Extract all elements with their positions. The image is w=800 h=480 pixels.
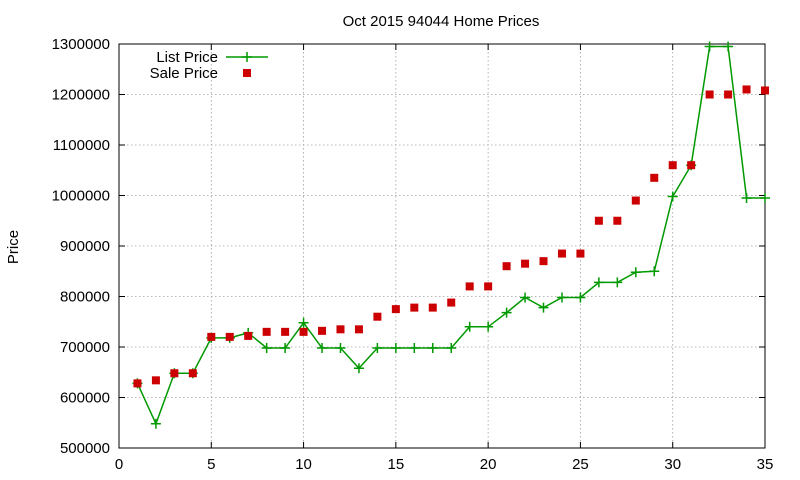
- list-price-point: [446, 343, 457, 354]
- x-tick-label: 5: [207, 456, 215, 473]
- sale-price-point: [761, 86, 769, 95]
- sale-price-point: [668, 161, 677, 170]
- sale-price-point: [151, 376, 160, 385]
- x-axis: 0 5 10 15 20 25 30 35: [115, 44, 774, 473]
- list-price-point: [464, 321, 475, 332]
- sale-price-point: [410, 303, 419, 312]
- y-tick-label: 1100000: [53, 137, 110, 154]
- list-price-series: [132, 41, 770, 429]
- list-price-point: [760, 193, 770, 204]
- list-price-point: [261, 343, 272, 354]
- sale-price-point: [613, 216, 622, 225]
- list-price-point: [317, 343, 328, 354]
- legend-item-list-price: List Price: [156, 49, 268, 66]
- chart-title: Oct 2015 94044 Home Prices: [343, 13, 540, 30]
- legend-swatch-marker: [243, 69, 251, 77]
- y-tick-label: 500000: [60, 440, 110, 457]
- list-price-point: [353, 363, 364, 374]
- list-price-point: [372, 343, 383, 354]
- sale-price-point: [594, 216, 603, 225]
- list-price-point: [390, 343, 401, 354]
- legend-item-sale-price: Sale Price: [150, 65, 251, 82]
- list-price-point: [298, 317, 309, 328]
- sale-price-point: [650, 173, 659, 182]
- sale-price-point: [170, 369, 179, 378]
- y-tick-label: 800000: [60, 289, 110, 306]
- sale-price-point: [742, 85, 751, 94]
- x-tick-label: 0: [115, 456, 123, 473]
- sale-price-point: [318, 326, 327, 335]
- sale-price-point: [354, 325, 363, 334]
- list-price-point: [501, 307, 512, 318]
- list-price-point: [593, 277, 604, 288]
- x-tick-label: 30: [664, 456, 681, 473]
- y-tick-label: 1300000: [52, 36, 110, 53]
- sale-price-point: [705, 90, 714, 99]
- list-price-point: [427, 343, 438, 354]
- list-price-point: [649, 266, 660, 277]
- sale-price-point: [391, 305, 400, 314]
- sale-price-point: [484, 282, 493, 291]
- list-price-point: [741, 193, 752, 204]
- sale-price-point: [687, 161, 696, 170]
- sale-price-point: [207, 332, 216, 341]
- y-tick-label: 700000: [60, 339, 110, 356]
- list-price-point: [667, 191, 678, 202]
- list-price-point: [556, 292, 567, 303]
- sale-price-point: [428, 303, 437, 312]
- list-price-point: [335, 343, 346, 354]
- sale-price-series: [133, 85, 769, 388]
- list-price-line: [136, 45, 765, 426]
- sale-price-point: [133, 379, 142, 388]
- list-price-point: [723, 41, 734, 52]
- sale-price-point: [281, 327, 290, 336]
- list-price-point: [704, 41, 715, 52]
- list-price-point: [280, 343, 291, 354]
- list-price-point: [630, 267, 641, 278]
- sale-price-point: [557, 249, 566, 258]
- list-price-point: [538, 302, 549, 313]
- x-tick-label: 35: [757, 456, 774, 473]
- grid: [119, 44, 765, 448]
- legend-swatch-marker: [242, 52, 252, 62]
- sale-price-point: [447, 298, 456, 307]
- x-tick-label: 25: [572, 456, 589, 473]
- x-tick-label: 20: [480, 456, 497, 473]
- x-tick-label: 10: [295, 456, 312, 473]
- list-price-point: [612, 277, 623, 288]
- sale-price-point: [539, 257, 548, 266]
- list-price-point: [409, 343, 420, 354]
- sale-price-point: [576, 249, 585, 258]
- y-tick-label: 1000000: [52, 188, 110, 205]
- sale-price-point: [465, 282, 474, 291]
- sale-price-point: [521, 259, 530, 268]
- sale-price-point: [225, 332, 234, 341]
- sale-price-point: [336, 325, 345, 334]
- y-tick-label: 600000: [60, 390, 110, 407]
- plot-frame: [118, 43, 766, 449]
- sale-price-point: [724, 90, 733, 99]
- list-price-point: [483, 321, 494, 332]
- y-axis-label: Price: [5, 230, 22, 264]
- sale-price-point: [244, 331, 253, 340]
- sale-price-point: [188, 369, 197, 378]
- legend-label: List Price: [156, 49, 218, 66]
- legend-label: Sale Price: [150, 65, 218, 82]
- sale-price-point: [631, 196, 640, 205]
- sale-price-point: [502, 262, 511, 271]
- plot-area: [132, 41, 770, 429]
- sale-price-point: [373, 312, 382, 321]
- sale-price-point: [262, 327, 271, 336]
- list-price-point: [150, 418, 161, 429]
- y-tick-label: 1200000: [52, 87, 110, 104]
- x-tick-label: 15: [388, 456, 405, 473]
- sale-price-point: [299, 327, 308, 336]
- y-axis: 500000 600000 700000 800000 900000 1000000 110…: [52, 36, 765, 457]
- y-tick-label: 900000: [60, 238, 110, 255]
- list-price-point: [520, 292, 531, 303]
- list-price-point: [575, 292, 586, 303]
